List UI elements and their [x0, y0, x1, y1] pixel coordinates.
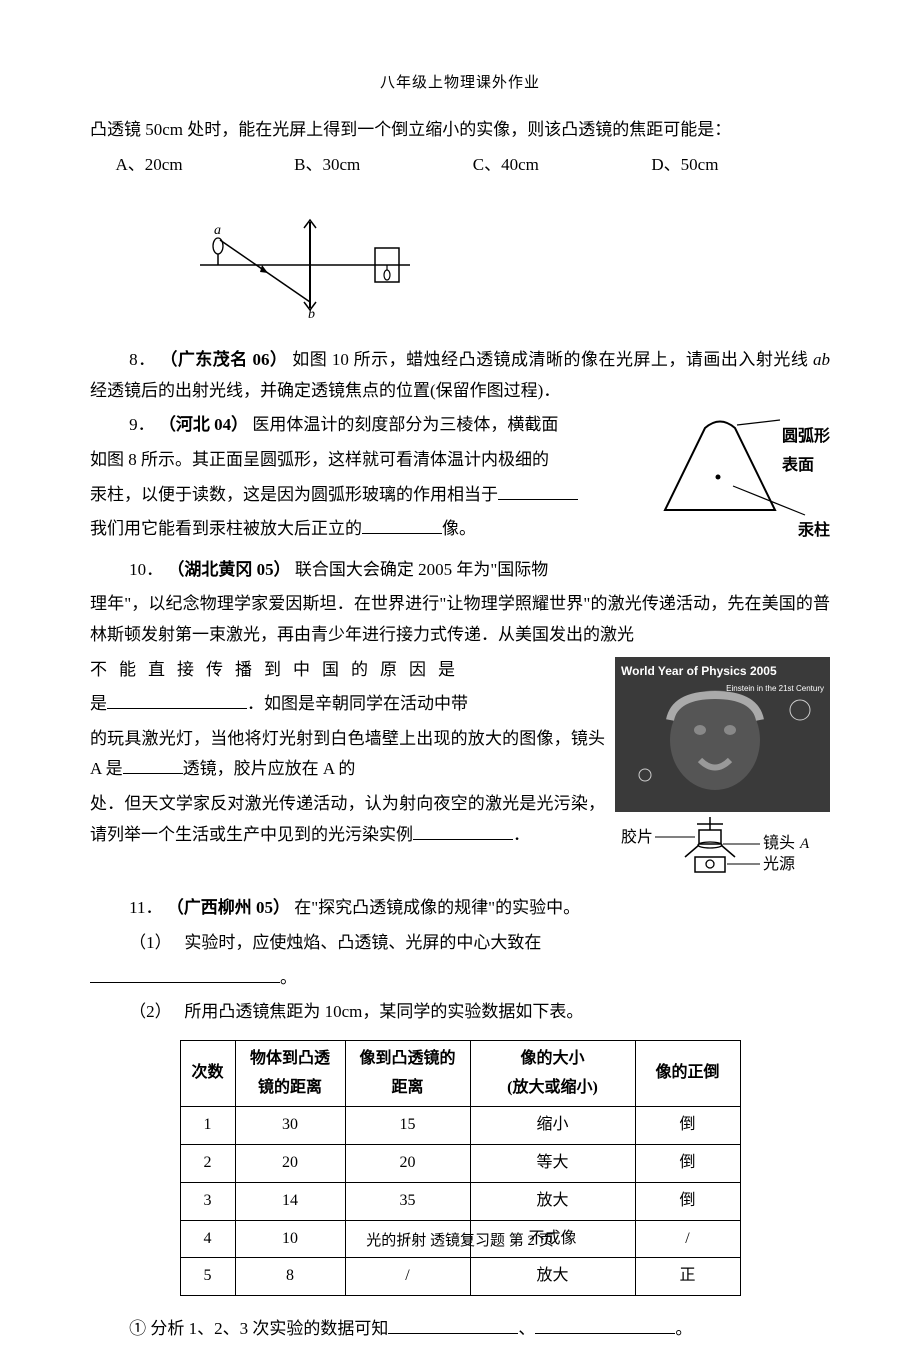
lens-svg-icon: a b — [190, 210, 420, 320]
q9-l3: 汞柱，以便于读数，这是因为圆弧形玻璃的作用相当于 — [90, 485, 498, 504]
q7-opt-d: D、50cm — [651, 150, 830, 181]
q9-figure: 圆弧形 表面 汞柱 — [645, 410, 830, 541]
q9-l5: 像。 — [442, 519, 476, 538]
q8-text3: 经透镜后的出射光线，并确定透镜焦点的位置(保留作图过程)． — [90, 381, 560, 400]
q10-l3b: 是 — [90, 694, 107, 713]
q10-num: 10． — [129, 560, 163, 579]
q9-label-arc: 圆弧形 — [782, 423, 830, 452]
q7-opt-a: A、20cm — [116, 150, 295, 181]
q11-a3: 。 — [675, 1319, 692, 1338]
q11-a-blank1 — [388, 1317, 518, 1334]
q7-options: A、20cm B、30cm C、40cm D、50cm — [90, 150, 830, 181]
q11-a1: ① 分析 1、2、3 次实验的数据可知 — [129, 1319, 388, 1338]
q9-l4: 我们用它能看到汞柱被放大后正立的 — [90, 519, 362, 538]
q10-img-title: World Year of Physics 2005 — [615, 657, 830, 683]
table-row: 31435放大倒 — [180, 1182, 740, 1220]
svg-text:a: a — [214, 223, 221, 238]
page-header: 八年级上物理课外作业 — [90, 70, 830, 97]
table-row: 22020等大倒 — [180, 1145, 740, 1183]
q9-l1: 医用体温计的刻度部分为三棱体，横截面 — [252, 415, 558, 434]
q9-label-arc2: 表面 — [782, 452, 830, 481]
q10-l6: 透镜，胶片应放在 A 的 — [183, 759, 356, 778]
q10-blank3 — [413, 823, 513, 840]
q10-blank1 — [107, 692, 247, 709]
q9-blank2 — [362, 517, 442, 534]
q10-l8: ． — [513, 825, 530, 844]
svg-text:光源: 光源 — [763, 855, 795, 873]
svg-text:镜头: 镜头 — [763, 833, 795, 852]
q7-opt-b: B、30cm — [294, 150, 473, 181]
q11-p1b: 实验时，应使烛焰、凸透镜、光屏的中心大致在 — [184, 933, 541, 952]
q9-src: （河北 04） — [159, 415, 248, 434]
experiment-table: 次数 物体到凸透镜的距离 像到凸透镜的距离 像的大小(放大或缩小) 像的正倒 1… — [180, 1040, 741, 1297]
table-row: 13015缩小倒 — [180, 1107, 740, 1145]
q10-figure: World Year of Physics 2005 Einstein in t… — [615, 657, 830, 888]
q11-p2a: （2） — [129, 1002, 172, 1021]
q10-l4: ．如图是辛朝同学在活动中带 — [247, 694, 468, 713]
svg-text:b: b — [308, 307, 315, 320]
q8-text: 如图 10 所示，蜡烛经凸透镜成清晰的像在光屏上，请画出入射光线 — [292, 350, 813, 369]
q10-blank2 — [123, 757, 183, 774]
q11-a-blank2 — [535, 1317, 675, 1334]
q10-src: （湖北黄冈 05） — [167, 560, 290, 579]
q11-p2: （2） 所用凸透镜焦距为 10cm，某同学的实验数据如下表。 — [90, 997, 830, 1028]
q9: 圆弧形 表面 汞柱 9． （河北 04） 医用体温计的刻度部分为三棱体，横截面 … — [90, 410, 830, 548]
q11-l1: 在"探究凸透镜成像的规律"的实验中。 — [294, 898, 580, 917]
table-header-row: 次数 物体到凸透镜的距离 像到凸透镜的距离 像的大小(放大或缩小) 像的正倒 — [180, 1040, 740, 1107]
q9-label-hg: 汞柱 — [798, 517, 830, 546]
q10-l1: 联合国大会确定 2005 年为"国际物 — [295, 560, 548, 579]
th-imgdist: 像到凸透镜的距离 — [345, 1040, 470, 1107]
q11-analysis: ① 分析 1、2、3 次实验的数据可知 、 。 — [90, 1314, 830, 1345]
laser-device-icon: 胶片 镜头 A 光源 — [615, 812, 830, 877]
svg-text:胶片: 胶片 — [621, 828, 653, 846]
q11: 11． （广西柳州 05） 在"探究凸透镜成像的规律"的实验中。 — [90, 893, 830, 924]
svg-text:A: A — [799, 836, 810, 852]
q7-line: 凸透镜 50cm 处时，能在光屏上得到一个倒立缩小的实像，则该凸透镜的焦距可能是… — [90, 115, 830, 146]
q8-ab: ab — [813, 350, 830, 369]
q10-l3: 不能直接传播到中国的原因是 — [90, 660, 467, 679]
einstein-photo-icon — [615, 685, 830, 805]
th-objdist: 物体到凸透镜的距离 — [235, 1040, 345, 1107]
th-size: 像的大小(放大或缩小) — [470, 1040, 635, 1107]
page-footer: 光的折射 透镜复习题 第 2 页 — [0, 1228, 920, 1255]
q9-num: 9． — [129, 415, 155, 434]
q11-blank1 — [90, 966, 280, 983]
q11-num: 11． — [129, 898, 162, 917]
q10-l2: 理年"，以纪念物理学家爱因斯坦．在世界进行"让物理学照耀世界"的激光传递活动，先… — [90, 589, 830, 650]
q11-p2b: 所用凸透镜焦距为 10cm，某同学的实验数据如下表。 — [184, 1002, 583, 1021]
q9-blank1 — [498, 483, 578, 500]
q11-p1: （1） 实验时，应使烛焰、凸透镜、光屏的中心大致在 — [90, 928, 830, 959]
lens-diagram: a b — [90, 200, 830, 320]
q8-num: 8． — [129, 350, 155, 369]
q8: 8． （广东茂名 06） 如图 10 所示，蜡烛经凸透镜成清晰的像在光屏上，请画… — [90, 345, 830, 406]
q7-opt-c: C、40cm — [473, 150, 652, 181]
q11-src: （广西柳州 05） — [167, 898, 290, 917]
q11-p1a: （1） — [129, 933, 172, 952]
th-orient: 像的正倒 — [635, 1040, 740, 1107]
th-num: 次数 — [180, 1040, 235, 1107]
table-row: 58/放大正 — [180, 1258, 740, 1296]
q11-a2: 、 — [518, 1319, 535, 1338]
q8-src: （广东茂名 06） — [160, 350, 287, 369]
q11-p1c: 。 — [280, 968, 297, 987]
q10: 10． （湖北黄冈 05） 联合国大会确定 2005 年为"国际物 理年"，以纪… — [90, 555, 830, 888]
